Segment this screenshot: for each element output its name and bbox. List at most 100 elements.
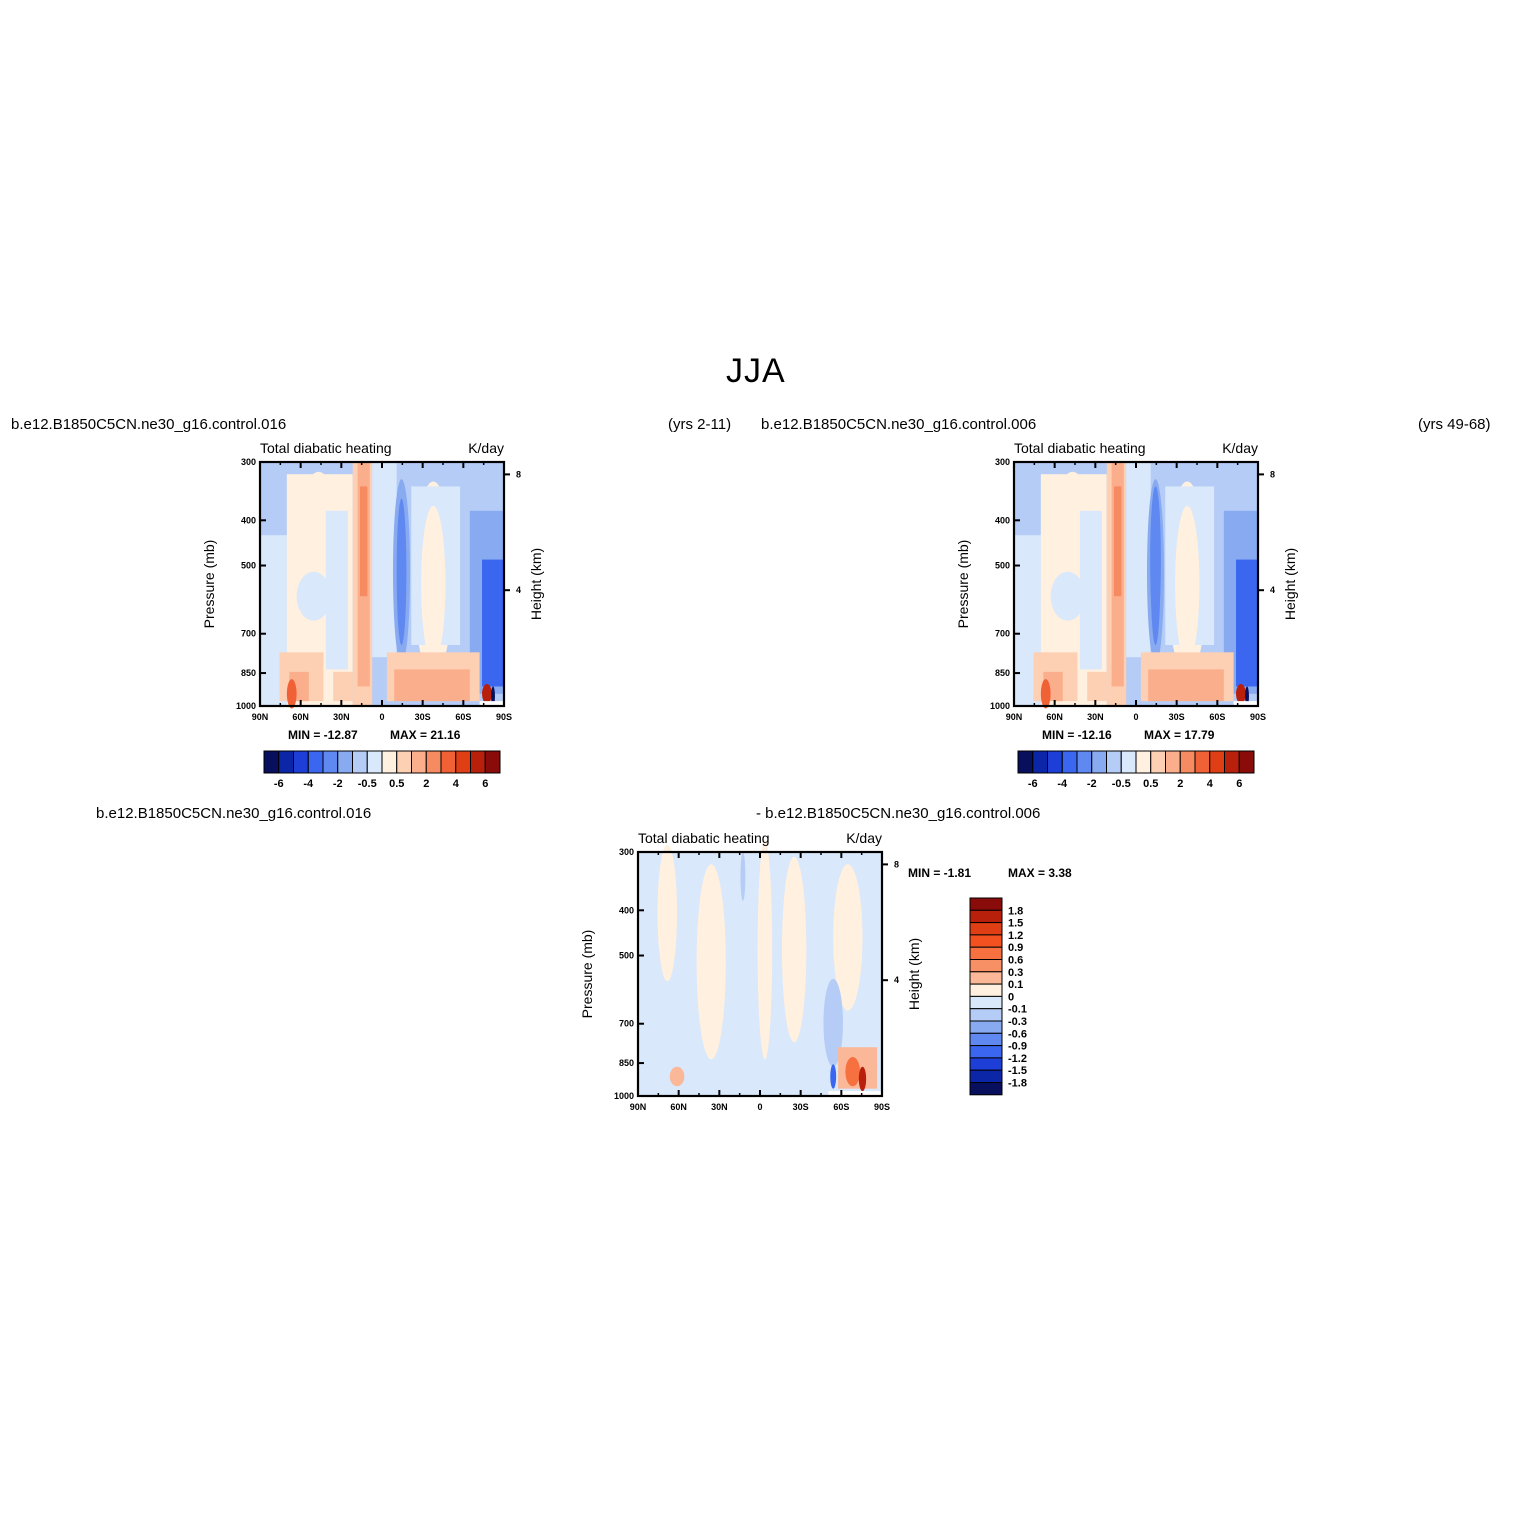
left-colorbar-label: -2 (333, 778, 343, 788)
left-ytick-label: 1000 (236, 701, 256, 711)
left-xtick-label: 30S (415, 712, 431, 722)
field-sh-light (372, 462, 397, 658)
right-ytick-right-label: 4 (1270, 585, 1275, 595)
diff-xtick-label: 90N (630, 1102, 647, 1112)
right-colorbar-box (1032, 750, 1048, 774)
diff-bl-cool (830, 1064, 837, 1089)
diff-colorbar-label: -1.5 (1008, 1065, 1027, 1077)
right-min-label: MIN = -12.16 (1042, 728, 1112, 742)
field-polar-cool-core (482, 559, 504, 687)
right-xtick-label: 90N (1006, 712, 1023, 722)
diff-colorbar-label: 0.3 (1008, 967, 1023, 979)
diff-bl-peak-2 (858, 1066, 867, 1092)
diff-ytick-right-label: 8 (894, 859, 899, 869)
field-bl-heating-eq (333, 671, 353, 702)
diff-min-label: MIN = -1.81 (908, 866, 971, 880)
diff-warm-3 (757, 839, 773, 1060)
diff-ytick-label: 700 (619, 1019, 634, 1029)
left-colorbar-label: 6 (482, 778, 488, 788)
field-cool-strip (325, 510, 348, 670)
diff-ylabel: Pressure (mb) (579, 930, 595, 1019)
diff-colorbar-box (969, 934, 1003, 948)
right-colorbar-label: -0.5 (1112, 778, 1131, 788)
diff-colorbar-label: 0 (1008, 991, 1014, 1003)
field-bl-peak-nh (1040, 679, 1051, 709)
left-years-label: (yrs 2-11) (668, 416, 732, 433)
right-xtick-label: 60S (1209, 712, 1225, 722)
diff-ytick-label: 300 (619, 847, 634, 857)
right-ytick-label: 300 (995, 457, 1010, 467)
diff-xtick-label: 90S (874, 1102, 890, 1112)
field-polar-cool-core (1236, 559, 1258, 687)
diff-colorbar-label: -0.1 (1008, 1004, 1027, 1016)
diff-colorbar-box (969, 983, 1003, 997)
right-colorbar-box (1209, 750, 1225, 774)
field-sh-cool-core (396, 498, 407, 645)
diff-xtick-label: 0 (757, 1102, 762, 1112)
right-title: Total diabatic heating (1014, 440, 1146, 456)
left-colorbar-box (337, 750, 353, 774)
right-colorbar-box (1017, 750, 1034, 774)
left-ytick-right-label: 8 (516, 469, 521, 479)
right-colorbar-box (1238, 750, 1255, 774)
diff-case-b-label: - b.e12.B1850C5CN.ne30_g16.control.006 (756, 805, 1041, 822)
diff-colorbar-box (969, 995, 1003, 1010)
diff-colorbar-label: 1.2 (1008, 930, 1023, 942)
left-ytick-label: 400 (241, 515, 256, 525)
right-ylabel: Pressure (mb) (955, 540, 971, 629)
field-missing (479, 701, 504, 706)
right-ytick-label: 400 (995, 515, 1010, 525)
left-colorbar-box (396, 750, 412, 774)
diff-colorbar-label: -1.8 (1008, 1078, 1027, 1090)
field-cool-strip (1079, 510, 1102, 670)
right-xtick-label: 0 (1133, 712, 1138, 722)
right-colorbar-label: 4 (1207, 778, 1214, 788)
left-max-label: MAX = 21.16 (390, 728, 461, 742)
diff-units: K/day (846, 830, 882, 846)
diff-missing (828, 1091, 882, 1096)
field-bl-heating-2 (394, 669, 470, 702)
left-colorbar-box (381, 750, 398, 774)
right-ytick-label: 700 (995, 629, 1010, 639)
right-colorbar-label: 2 (1177, 778, 1183, 788)
diff-ytick-label: 400 (619, 905, 634, 915)
diff-colorbar-label: 0.6 (1008, 955, 1023, 967)
diff-ytick-label: 1000 (614, 1091, 634, 1101)
right-colorbar-box (1150, 750, 1166, 774)
left-colorbar-label: -6 (274, 778, 284, 788)
left-colorbar-box (352, 750, 368, 774)
left-colorbar-box (278, 750, 294, 774)
field-sh-cool-core-right (1150, 486, 1161, 633)
diff-colorbar-box (969, 1045, 1003, 1059)
diff-warm-1 (657, 844, 678, 982)
left-ytick-label: 300 (241, 457, 256, 467)
right-max-label: MAX = 17.79 (1144, 728, 1215, 742)
right-colorbar-label: 6 (1236, 778, 1242, 788)
right-case-label: b.e12.B1850C5CN.ne30_g16.control.006 (761, 416, 1037, 433)
field-itcz-core (360, 486, 368, 597)
field-sh-warm-lobe-2 (421, 505, 446, 663)
field-sh-light (1126, 462, 1151, 658)
left-case-label: b.e12.B1850C5CN.ne30_g16.control.016 (11, 416, 287, 433)
left-colorbar-box (293, 750, 309, 774)
right-colorbar-box (1194, 750, 1211, 774)
diff-xtick-label: 60S (833, 1102, 849, 1112)
diff-colorbar-box (969, 1082, 1003, 1096)
diff-title: Total diabatic heating (638, 830, 770, 846)
right-colorbar-box (1179, 750, 1196, 774)
left-colorbar-box (470, 750, 486, 774)
figure-title: JJA (726, 352, 786, 390)
diff-colorbar-label: -1.2 (1008, 1053, 1027, 1065)
right-colorbar-box (1106, 750, 1122, 774)
left-ytick-right-label: 4 (516, 585, 521, 595)
right-colorbar-label: -6 (1028, 778, 1038, 788)
right-colorbar-box (1047, 750, 1063, 774)
right-ylabel-right: Height (km) (1282, 548, 1298, 620)
left-colorbar-box (366, 750, 383, 774)
left-units: K/day (468, 440, 504, 456)
diff-ytick-label: 850 (619, 1058, 634, 1068)
diff-colorbar-label: 1.8 (1008, 905, 1023, 917)
diff-warm-2 (696, 864, 726, 1060)
